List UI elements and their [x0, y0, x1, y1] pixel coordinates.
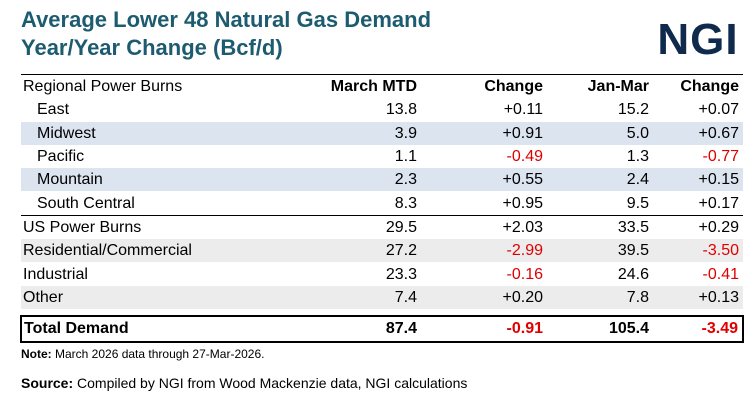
jan-mar-cell: 5.0	[547, 121, 653, 145]
march-mtd-cell: 8.3	[394, 194, 417, 212]
march-mtd-cell: 1.1	[394, 148, 417, 166]
spacer-cell	[547, 308, 653, 316]
header-regional-power-burns: Regional Power Burns	[21, 74, 301, 99]
row-label: East	[37, 101, 70, 119]
spacer-cell	[301, 308, 421, 316]
row-label: Mountain	[21, 168, 301, 192]
title-line-1: Average Lower 48 Natural Gas Demand	[21, 7, 432, 32]
chart-title: Average Lower 48 Natural Gas Demand Year…	[21, 6, 431, 62]
change-mtd-cell: +0.20	[421, 285, 547, 309]
change-mtd-cell: +0.95	[502, 194, 543, 212]
header-row: Regional Power Burns March MTD Change Ja…	[21, 74, 743, 99]
table-row: Other 7.4 +0.20 7.8 +0.13	[21, 285, 743, 309]
march-mtd-cell: 27.2	[301, 239, 421, 263]
march-mtd-cell: 2.3	[301, 168, 421, 192]
table-body: East 13.8 +0.11 15.2 +0.07 Midwest 3.9 +0.91 5.0…	[20, 98, 744, 343]
change-ytd-cell: -0.41	[702, 265, 739, 283]
table-row: South Central 8.3 +0.95 9.5 +0.17	[21, 191, 743, 215]
header-jan-mar: Jan-Mar	[547, 74, 653, 99]
spacer-cell	[421, 308, 547, 316]
total-march-mtd-cell: 87.4	[301, 314, 421, 343]
change-mtd-cell: -0.16	[506, 265, 543, 283]
title-line-2: Year/Year Change (Bcf/d)	[21, 35, 283, 60]
jan-mar-cell: 2.4	[547, 168, 653, 192]
spacer-cell	[21, 308, 301, 316]
jan-mar-cell: 24.6	[617, 265, 649, 283]
note-text: March 2026 data through 27-Mar-2026.	[51, 347, 265, 361]
spacer-cell	[653, 308, 743, 316]
header-change-ytd: Change	[653, 74, 743, 99]
table-row: US Power Burns 29.5 +2.03 33.5 +0.29	[21, 214, 743, 240]
change-ytd-cell: +0.15	[653, 168, 743, 192]
change-mtd-cell: +2.03	[421, 214, 547, 240]
header-march-mtd: March MTD	[301, 74, 421, 99]
march-mtd-cell: 29.5	[301, 214, 421, 240]
table-spacer	[21, 308, 743, 316]
change-mtd-cell: +0.11	[503, 101, 543, 119]
row-label: Residential/Commercial	[21, 239, 301, 263]
source-text: Compiled by NGI from Wood Mackenzie data…	[73, 375, 468, 391]
table-row: Residential/Commercial 27.2 -2.99 39.5 -3.50	[21, 239, 743, 263]
table-row: East 13.8 +0.11 15.2 +0.07	[21, 98, 743, 121]
total-label: Total Demand	[20, 314, 301, 343]
note: Note: March 2026 data through 27-Mar-202…	[21, 346, 264, 362]
jan-mar-cell: 33.5	[547, 214, 653, 240]
change-ytd-cell: -0.77	[702, 148, 739, 166]
note-label: Note:	[21, 347, 52, 361]
row-label: Industrial	[23, 265, 88, 283]
source-label: Source:	[21, 375, 74, 391]
table-row: Midwest 3.9 +0.91 5.0 +0.67	[21, 121, 743, 145]
jan-mar-cell: 7.8	[547, 285, 653, 309]
march-mtd-cell: 3.9	[301, 121, 421, 145]
total-jan-mar-cell: 105.4	[547, 314, 653, 343]
change-mtd-cell: +0.91	[421, 121, 547, 145]
ngi-logo: NGI	[657, 16, 738, 60]
march-mtd-cell: 13.8	[385, 101, 417, 119]
change-ytd-cell: +0.29	[653, 214, 743, 240]
jan-mar-cell: 1.3	[626, 148, 649, 166]
change-ytd-cell: +0.13	[653, 285, 743, 309]
total-change-mtd-cell: -0.91	[421, 314, 547, 343]
change-mtd-cell: +0.55	[421, 168, 547, 192]
row-label: Pacific	[37, 148, 85, 166]
header-change-mtd: Change	[421, 74, 547, 99]
row-label: Other	[21, 285, 301, 309]
table-row: Pacific 1.1 -0.49 1.3 -0.77	[21, 145, 743, 168]
change-ytd-cell: +0.17	[698, 194, 739, 212]
demand-table: Regional Power Burns March MTD Change Ja…	[20, 74, 744, 343]
table-row: Industrial 23.3 -0.16 24.6 -0.41	[21, 262, 743, 285]
total-change-ytd-cell: -3.49	[653, 314, 744, 343]
logo-text: NGI	[657, 16, 738, 60]
change-ytd-cell: +0.67	[653, 121, 743, 145]
change-ytd-cell: +0.07	[698, 101, 739, 119]
jan-mar-cell: 39.5	[547, 239, 653, 263]
change-mtd-cell: -2.99	[421, 239, 547, 263]
row-label: Midwest	[21, 121, 301, 145]
march-mtd-cell: 23.3	[385, 265, 417, 283]
row-label: South Central	[37, 194, 135, 212]
table-row: Mountain 2.3 +0.55 2.4 +0.15	[21, 168, 743, 192]
row-label: US Power Burns	[21, 214, 301, 240]
change-mtd-cell: -0.49	[506, 148, 543, 166]
jan-mar-cell: 9.5	[626, 194, 649, 212]
march-mtd-cell: 7.4	[301, 285, 421, 309]
total-row: Total Demand 87.4 -0.91 105.4 -3.49	[20, 314, 744, 343]
jan-mar-cell: 15.2	[617, 101, 649, 119]
change-ytd-cell: -3.50	[653, 239, 743, 263]
source: Source: Compiled by NGI from Wood Macken…	[21, 374, 467, 392]
